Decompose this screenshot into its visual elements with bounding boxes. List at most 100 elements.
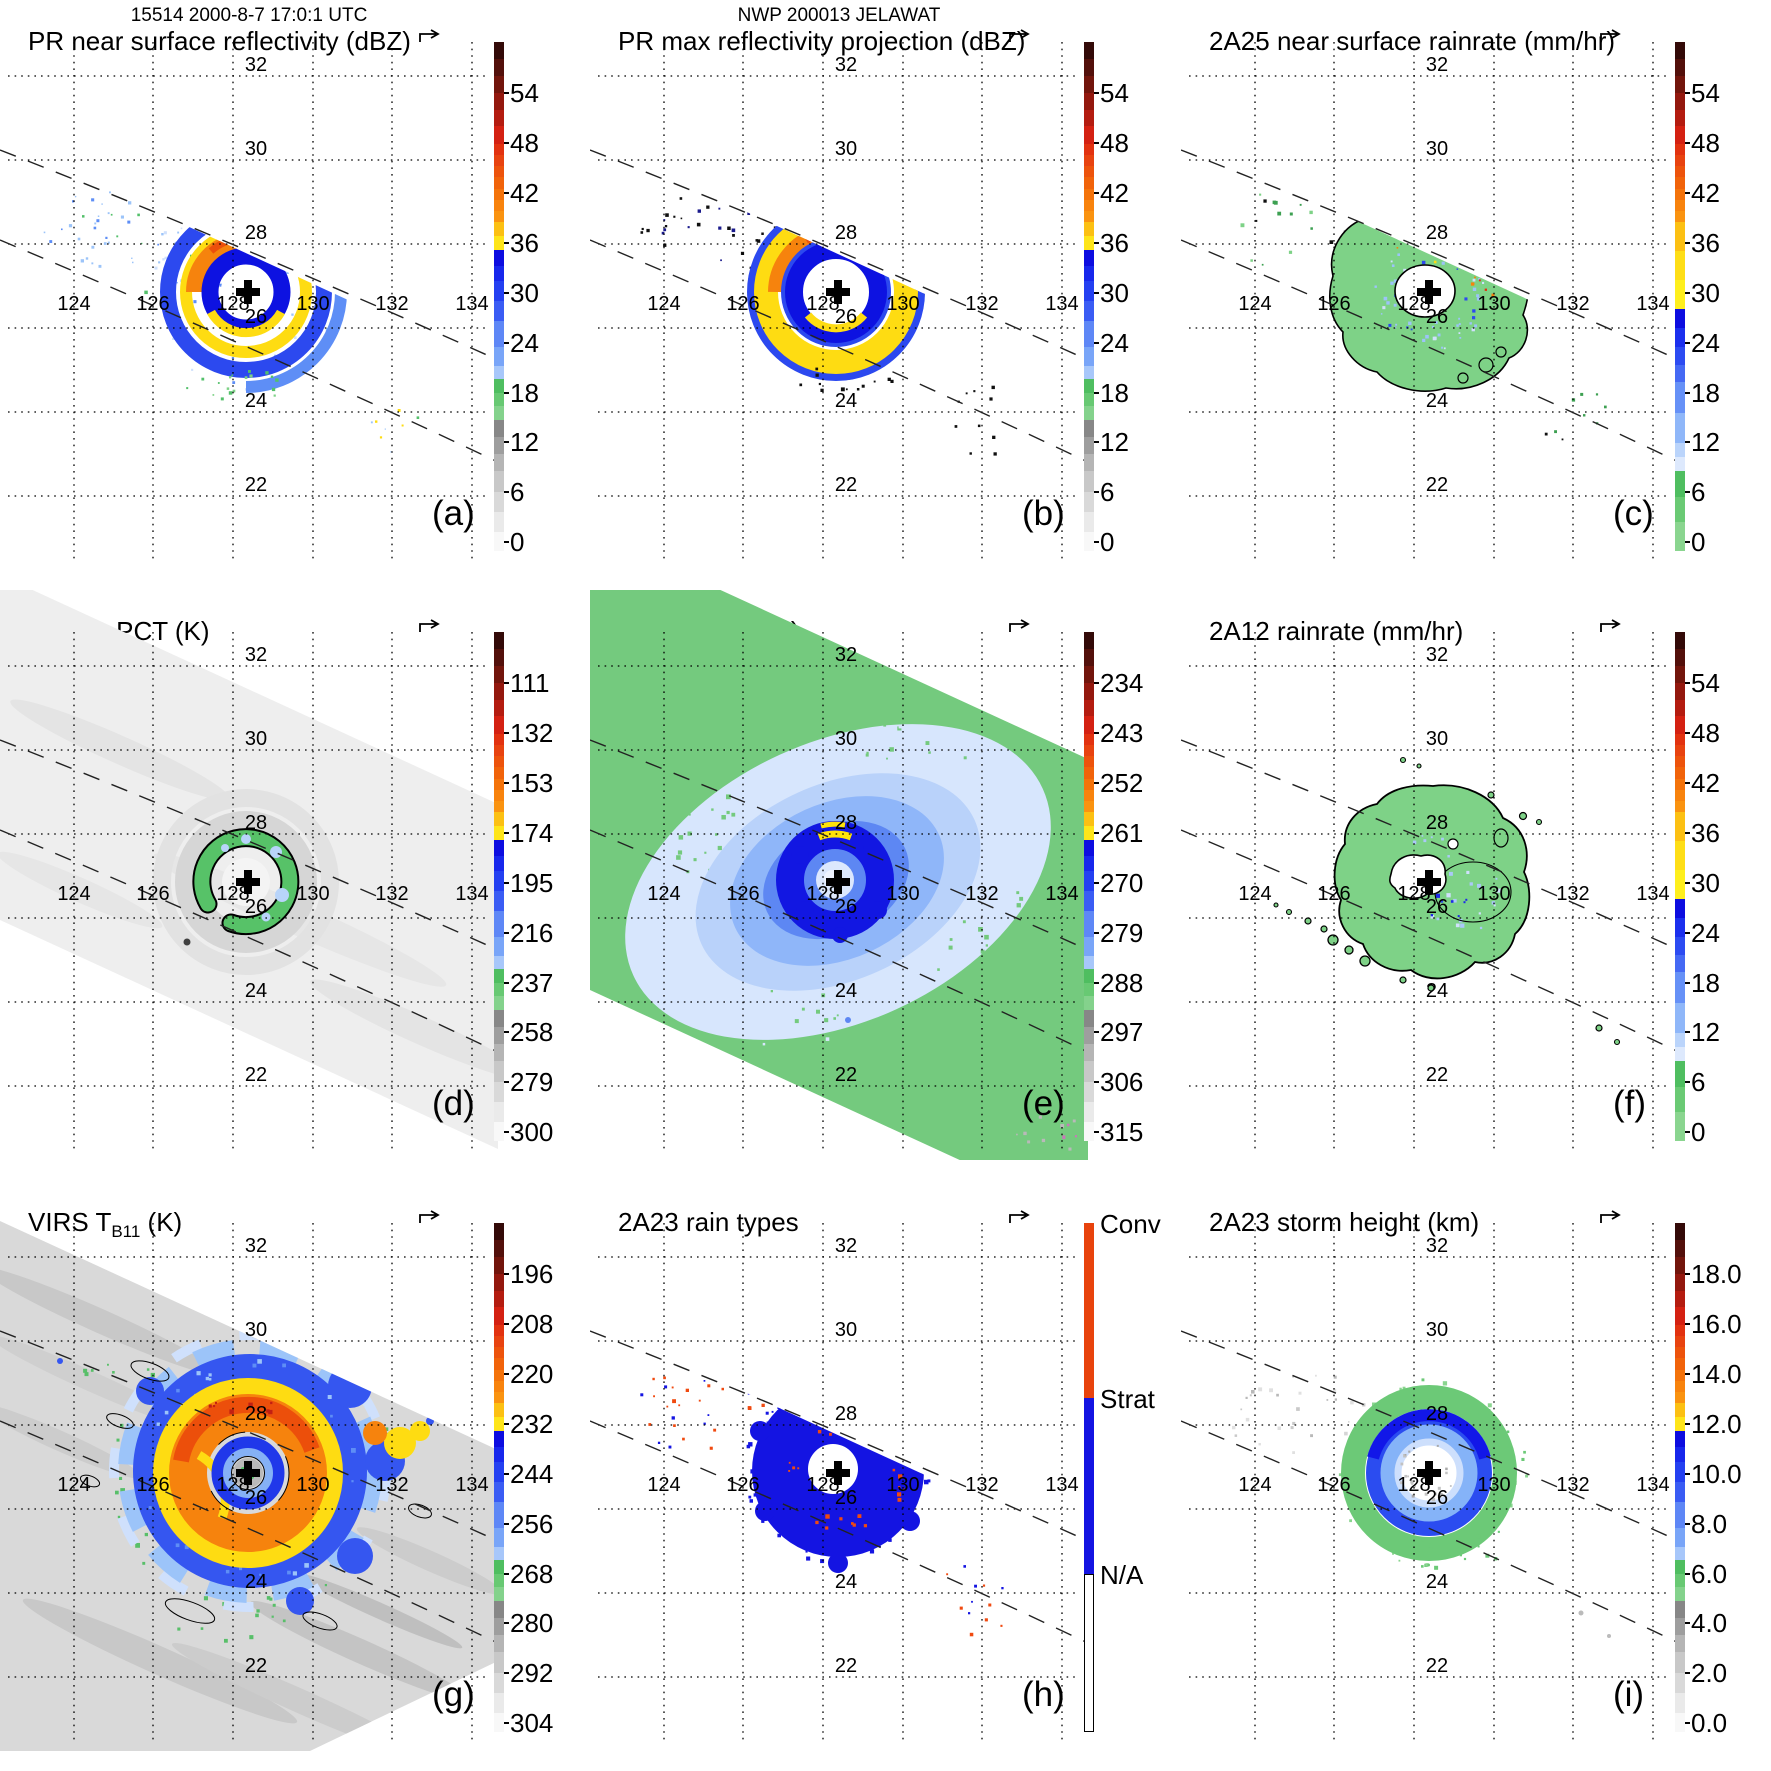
- colorbar-segment: [1084, 280, 1094, 302]
- colorbar-segment: [1084, 891, 1094, 912]
- colorbar-tick-mark: [1685, 981, 1690, 984]
- colorbar-tick-mark: [504, 681, 509, 684]
- colorbar-tick-mark: [504, 1522, 509, 1525]
- graticule: [598, 42, 1078, 560]
- colorbar-segment: [1675, 1417, 1685, 1432]
- colorbar-segment: [494, 665, 504, 684]
- pr-swath-edges: [0, 739, 498, 1053]
- colorbar-tick-label: 237: [510, 967, 554, 998]
- colorbar-segment: [1675, 1461, 1685, 1483]
- colorbar-tick-mark: [1094, 831, 1099, 834]
- svg-text:22: 22: [835, 1064, 857, 1086]
- colorbar-segment: [494, 346, 504, 367]
- graticule-labels: 124 126 128 130 132 134 32 30 28 26 24 22: [57, 644, 488, 1086]
- svg-text:28: 28: [835, 812, 857, 834]
- colorbar-segment: [494, 870, 504, 892]
- colorbar-tick-mark: [504, 781, 509, 784]
- svg-text:130: 130: [296, 1474, 329, 1496]
- colorbar-tick-mark: [1094, 541, 1099, 544]
- colorbar-segment: [494, 250, 504, 267]
- panel-g: VIRS TB11 (K): [0, 1181, 590, 1771]
- colorbar-tick-mark: [504, 141, 509, 144]
- colorbar-segment: [494, 392, 504, 407]
- colorbar-tick-label: 12: [1691, 1017, 1720, 1048]
- panel-letter: (a): [432, 494, 475, 533]
- colorbar-segment: [1084, 648, 1094, 667]
- colorbar-segment: [494, 755, 504, 768]
- svg-text:134: 134: [1636, 883, 1669, 905]
- colorbar-tick-mark: [1685, 1672, 1690, 1675]
- colorbar-segment: [1675, 1112, 1685, 1141]
- colorbar-segment: [1084, 1081, 1094, 1103]
- graticule: [598, 632, 1078, 1150]
- colorbar-segment: [1084, 1043, 1094, 1062]
- colorbar-segment: [494, 1239, 504, 1258]
- colorbar-segment: [1084, 453, 1094, 472]
- colorbar-tick-mark: [504, 1372, 509, 1375]
- colorbar-tick-mark: [504, 1672, 509, 1675]
- colorbar-tick-mark: [504, 1722, 509, 1725]
- svg-text:130: 130: [886, 1474, 919, 1496]
- colorbar-segment: [1675, 1482, 1685, 1503]
- svg-text:130: 130: [1477, 1474, 1510, 1496]
- svg-text:32: 32: [245, 644, 267, 666]
- colorbar-segment: [1084, 1010, 1094, 1028]
- svg-text:126: 126: [1317, 1474, 1350, 1496]
- colorbar-tick-label: 12.0: [1691, 1408, 1742, 1439]
- svg-text:30: 30: [245, 1319, 267, 1341]
- storm-art: [1232, 1374, 1611, 1638]
- colorbar-segment: [1675, 1392, 1685, 1404]
- svg-text:132: 132: [965, 293, 998, 315]
- colorbar-tick-label: 36: [1100, 227, 1129, 258]
- svg-text:32: 32: [1426, 644, 1448, 666]
- colorbar-segment: [1084, 42, 1094, 60]
- colorbar-segment: [1675, 1559, 1685, 1575]
- panel-letter: (c): [1613, 494, 1654, 533]
- colorbar-segment: [494, 1010, 504, 1028]
- colorbar-tick-label: 14.0: [1691, 1358, 1742, 1389]
- colorbar-segment: [1084, 778, 1094, 791]
- panel-title: VIRS TB11 (K): [28, 1207, 183, 1242]
- colorbar-tick-label: 54: [1691, 77, 1720, 108]
- colorbar-tick-label: 36: [1691, 817, 1720, 848]
- svg-text:30: 30: [245, 728, 267, 750]
- colorbar-segment: [1084, 733, 1094, 746]
- colorbar-segment: [494, 1461, 504, 1483]
- pr-swath-edges: [1181, 1330, 1679, 1644]
- colorbar-tick-label: 10.0: [1691, 1458, 1742, 1489]
- panel-letter: (d): [432, 1084, 475, 1123]
- colorbar-tick-mark: [1685, 91, 1690, 94]
- colorbar-tick-label: 48: [510, 127, 539, 158]
- colorbar-tick-label: 195: [510, 867, 554, 898]
- colorbar-tick-label: 6.0: [1691, 1558, 1728, 1589]
- panel-letter: (b): [1022, 494, 1065, 533]
- colorbar-segment: [1675, 789, 1685, 802]
- colorbar-segment: [1675, 1502, 1685, 1529]
- colorbar-segment: [1084, 366, 1094, 380]
- colorbar-segment: [1084, 154, 1094, 167]
- graticule: [1189, 632, 1669, 1150]
- colorbar-tick-label: 174: [510, 817, 554, 848]
- colorbar-tick-label: 153: [510, 767, 554, 798]
- colorbar-segment: [1084, 511, 1094, 533]
- map-pr-max-reflectivity: 124 126 128 130 132 134 32 30 28 26 24 22: [590, 29, 1088, 560]
- orbit-direction-icon: [1009, 1210, 1030, 1223]
- colorbar-tick-label: 12: [1691, 427, 1720, 458]
- colorbar-segment: [1084, 956, 1094, 970]
- storm-art: [640, 1373, 1004, 1637]
- colorbar-tick-label: 48: [1100, 127, 1129, 158]
- svg-text:26: 26: [835, 306, 857, 328]
- colorbar-segment: [494, 968, 504, 984]
- colorbar-tick-label: 244: [510, 1458, 554, 1489]
- svg-text:134: 134: [1045, 883, 1078, 905]
- colorbar-segment: [1675, 1527, 1685, 1548]
- svg-text:22: 22: [245, 1655, 267, 1677]
- colorbar-segment: [494, 109, 504, 127]
- colorbar-tick-mark: [504, 831, 509, 834]
- colorbar-segment: [1084, 1122, 1094, 1141]
- colorbar-segment: [494, 1587, 504, 1603]
- colorbar-segment: [494, 301, 504, 322]
- colorbar-tick-label: 30: [1691, 277, 1720, 308]
- orbit-direction-icon: [1009, 29, 1030, 42]
- svg-text:22: 22: [1426, 474, 1448, 496]
